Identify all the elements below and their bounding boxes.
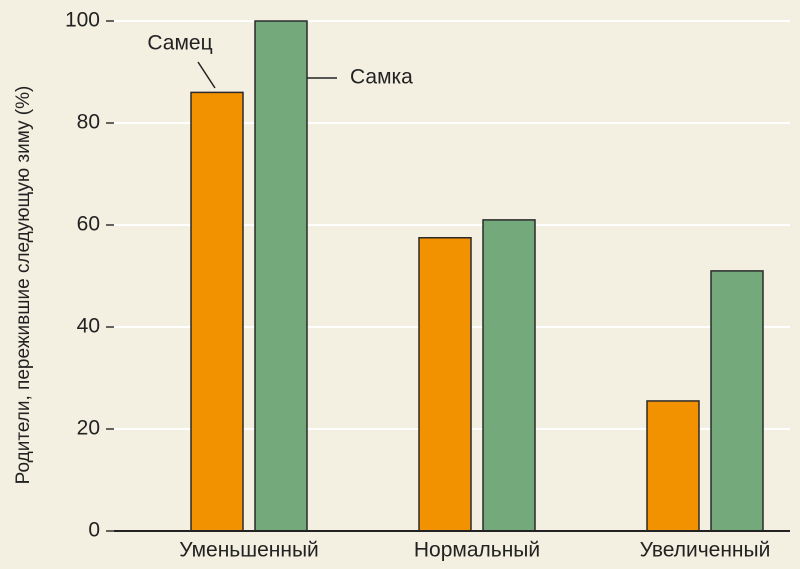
y-tick-label: 60 xyxy=(77,213,100,236)
legend-leader xyxy=(197,61,216,89)
y-tick-label: 20 xyxy=(77,417,100,440)
bar xyxy=(190,91,244,532)
legend-label: Самец xyxy=(147,32,212,55)
y-axis-title: Родители, пережившие следующую зиму (%) xyxy=(13,86,34,485)
x-tick-label: Нормальный xyxy=(414,539,540,562)
y-tick-label: 80 xyxy=(77,111,100,134)
bar xyxy=(254,20,308,532)
x-tick-label: Увеличенный xyxy=(640,539,771,562)
bar xyxy=(710,270,764,532)
y-tick-label: 0 xyxy=(88,519,100,542)
bar xyxy=(646,400,700,532)
y-tick-label: 100 xyxy=(65,9,100,32)
bar xyxy=(418,237,472,532)
x-tick-label: Уменьшенный xyxy=(179,539,319,562)
bar xyxy=(482,219,536,532)
legend-label: Самка xyxy=(350,66,413,89)
y-tick-label: 40 xyxy=(77,315,100,338)
